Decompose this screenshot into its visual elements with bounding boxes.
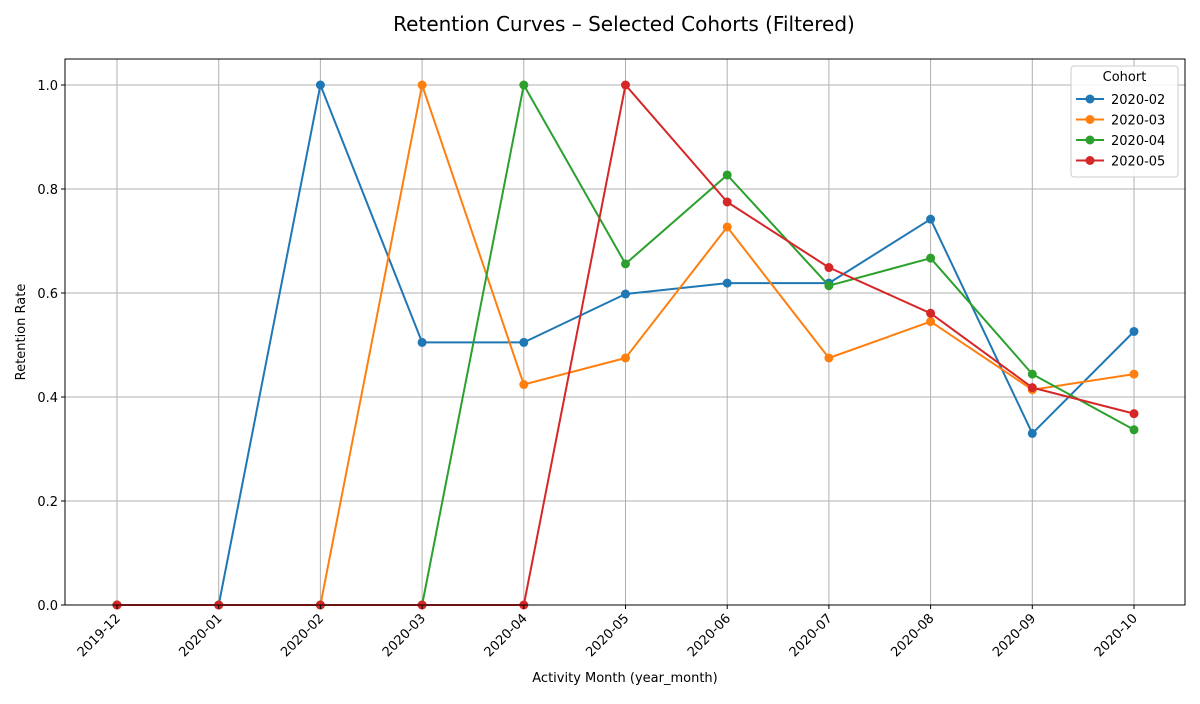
grid-lines [65,59,1185,606]
data-point [519,380,529,390]
x-tick-label: 2020-05 [583,611,632,660]
x-tick-label: 2020-10 [1092,611,1141,660]
data-point [1027,428,1037,438]
data-point [1027,369,1037,379]
data-point [722,222,732,232]
data-point [315,80,325,90]
data-point [722,197,732,207]
data-point [621,259,630,269]
data-point [824,263,834,273]
data-point [417,80,427,90]
data-point [1129,326,1139,336]
legend-label: 2020-02 [1111,93,1165,108]
x-tick-label: 2020-02 [278,611,327,660]
legend-marker [1085,94,1095,104]
legend-marker [1085,135,1095,145]
data-point [621,80,630,90]
y-tick-label: 0.6 [37,287,58,302]
data-point [1027,383,1037,393]
x-tick-label: 2020-07 [787,611,836,660]
x-tick-label: 2020-09 [990,611,1039,660]
x-tick-label: 2020-08 [888,611,937,660]
legend-label: 2020-03 [1111,114,1165,129]
legend-title: Cohort [1103,70,1147,85]
data-point [519,80,529,90]
y-tick-label: 0.2 [37,495,58,510]
series-2020-02 [112,80,1139,610]
data-point [824,353,834,363]
x-axis-label: Activity Month (year_month) [532,671,717,686]
y-tick-label: 0.0 [37,599,58,614]
x-tick-label: 2020-06 [685,611,734,660]
data-point [621,289,630,299]
y-tick-label: 1.0 [37,79,58,94]
data-point [926,308,936,318]
y-axis-label: Retention Rate [14,284,29,381]
data-point [417,337,427,347]
data-point [1129,425,1139,435]
legend-box [1070,65,1179,178]
x-tick-label: 2020-04 [482,611,531,660]
legend-label: 2020-05 [1111,155,1165,170]
data-point [621,353,630,363]
chart-title: Retention Curves – Selected Cohorts (Fil… [393,12,855,36]
legend-marker [1085,115,1095,124]
x-tick-label: 2019-12 [75,611,124,660]
data-point [926,214,936,224]
data-point [1129,369,1139,379]
data-point [926,317,936,327]
data-point [722,278,732,288]
axis-ticks: 2019-12 2020-01 2020-02 2020-03 2020-04 2020-… [37,79,1141,660]
legend-marker [1085,156,1095,165]
data-point [722,170,732,180]
data-point [519,337,529,347]
data-point [1129,409,1139,419]
x-tick-label: 2020-03 [380,611,429,660]
legend: Cohort 2020-02 2020-03 2020-04 2020-05 [1070,65,1179,178]
y-tick-label: 0.4 [37,391,58,406]
data-point [926,253,936,263]
x-tick-label: 2020-01 [177,611,226,660]
data-point [824,281,834,291]
legend-label: 2020-04 [1111,134,1165,149]
y-tick-label: 0.8 [37,183,58,198]
